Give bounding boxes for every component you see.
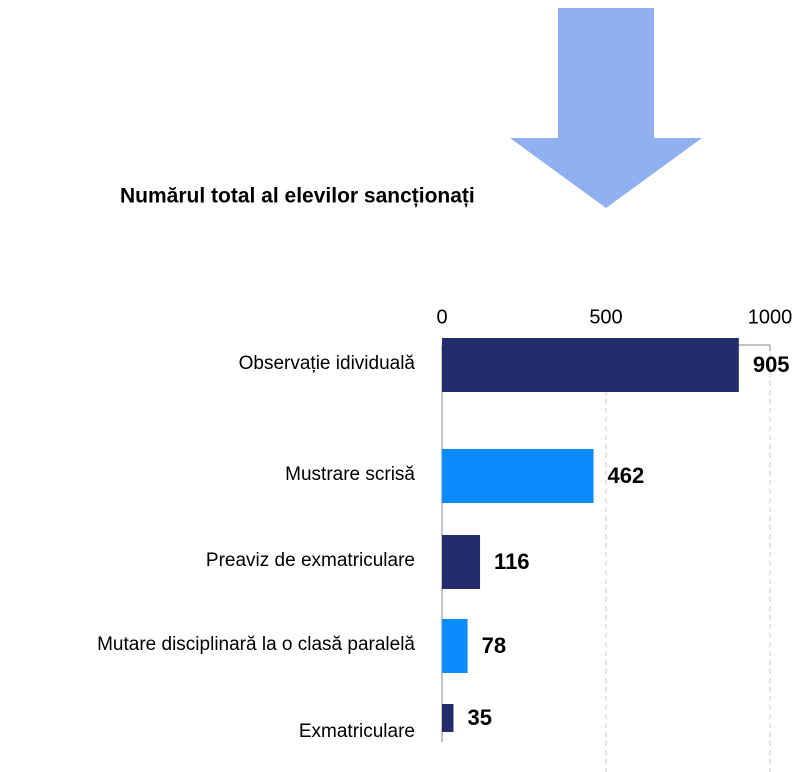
bar — [442, 619, 468, 673]
y-tick-label: Exmatriculare — [299, 721, 415, 742]
x-tick-label: 1000 — [748, 306, 793, 328]
bar — [442, 449, 594, 503]
y-tick-label: Mustrare scrisă — [285, 464, 415, 485]
bar — [442, 704, 454, 732]
y-tick-label: Mutare disciplinară la o clasă paralelă — [97, 634, 415, 655]
data-label: 116 — [494, 549, 529, 574]
data-label: 462 — [608, 463, 645, 488]
data-label: 78 — [482, 633, 506, 658]
bar — [442, 338, 739, 392]
x-tick-label: 0 — [436, 306, 447, 328]
data-label: 905 — [753, 352, 790, 377]
data-label: 35 — [467, 705, 491, 730]
chart-title: Numărul total al elevilor sancționați — [120, 185, 475, 208]
arrow — [510, 8, 702, 208]
bar — [442, 535, 481, 589]
y-tick-label: Observație idividuală — [239, 353, 416, 374]
y-tick-label: Preaviz de exmatriculare — [206, 550, 415, 571]
x-tick-label: 500 — [589, 306, 622, 328]
